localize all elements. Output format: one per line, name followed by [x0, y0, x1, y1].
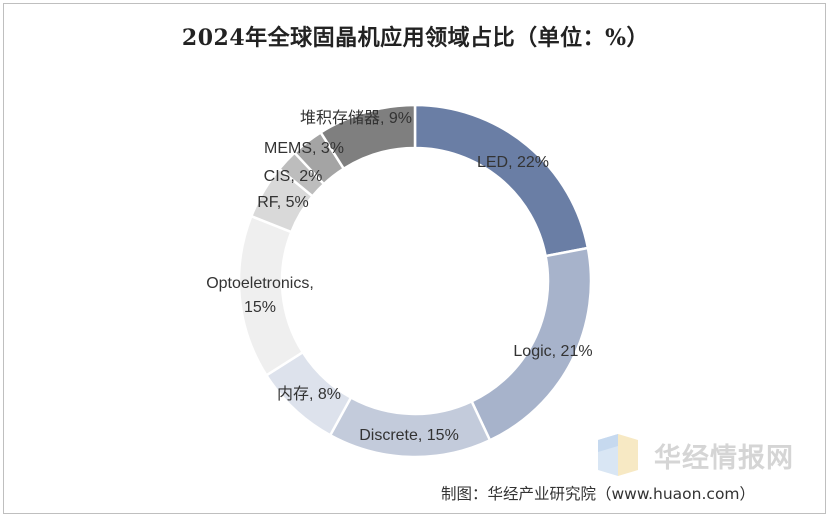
donut-slice-9	[318, 103, 417, 171]
data-label-4: 内存, 8%	[277, 385, 341, 403]
data-label-8: MEMS, 3%	[264, 140, 344, 157]
watermark-text: 华经情报网	[654, 442, 794, 474]
data-label-9: 堆积存储器, 9%	[300, 109, 412, 127]
data-label-3: Discrete, 15%	[359, 427, 459, 444]
chart-title: 2024年全球固晶机应用领域占比（单位：%）	[181, 25, 650, 51]
donut-slice-1	[413, 103, 590, 258]
watermark: 华经情报网	[596, 432, 794, 478]
donut-slice-5	[237, 214, 305, 378]
data-label-7: CIS, 2%	[264, 168, 323, 185]
huajing-logo-icon	[598, 434, 638, 476]
data-label-1: LED, 22%	[477, 154, 549, 171]
data-label-5: Optoeletronics, 15%	[206, 275, 314, 316]
data-label-6: RF, 5%	[257, 194, 309, 211]
data-label-2: Logic, 21%	[513, 343, 592, 360]
source-note: 制图：华经产业研究院（www.huaon.com）	[441, 485, 756, 503]
